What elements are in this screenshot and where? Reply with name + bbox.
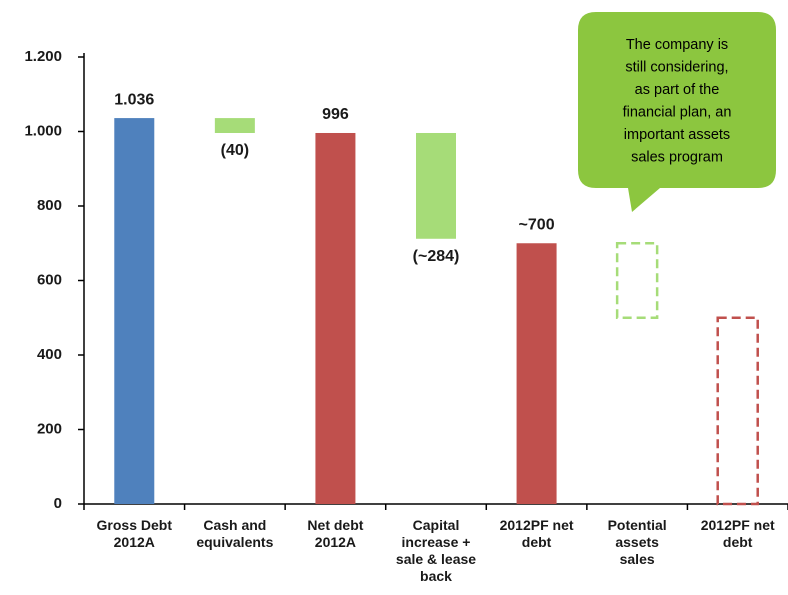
callout-text: sales program [631, 149, 723, 165]
callout-text: financial plan, an [623, 104, 732, 120]
y-tick-label: 800 [37, 197, 62, 214]
value-label: (40) [221, 142, 249, 159]
x-tick-label: 2012PF net debt [701, 517, 775, 550]
bar-outline [615, 242, 659, 319]
callout-text: still considering, [625, 59, 728, 75]
callout-bubble [578, 12, 776, 212]
bar [114, 118, 155, 504]
x-tick-label: Capital increase + sale & lease back [396, 517, 476, 584]
callout-text: important assets [624, 127, 730, 143]
x-tick-label: 2012PF net debt [500, 517, 574, 550]
y-tick-label: 600 [37, 271, 62, 288]
value-label: 1.036 [114, 91, 154, 108]
x-tick-label: Potential assets sales [608, 517, 667, 567]
bar-outline [716, 316, 759, 506]
bar [315, 132, 356, 505]
callout-text: The company is [626, 37, 728, 53]
y-tick-label: 200 [37, 420, 62, 437]
bar [516, 243, 557, 504]
value-label: 996 [322, 106, 349, 123]
y-tick-label: 1.200 [24, 48, 62, 65]
value-label: ~700 [519, 216, 555, 233]
x-tick-label: Net debt 2012A [307, 517, 363, 550]
callout: The company is still considering, as part … [578, 12, 776, 212]
y-tick-label: 400 [37, 346, 62, 363]
x-tick-label: Gross Debt 2012A [97, 517, 173, 550]
bar [214, 118, 255, 133]
y-tick-label: 1.000 [24, 122, 62, 139]
value-label: (~284) [413, 248, 460, 265]
y-tick-label: 0 [54, 495, 62, 512]
callout-text: as part of the [635, 82, 720, 98]
x-tick-label: Cash and equivalents [196, 517, 273, 550]
bar [416, 132, 456, 239]
